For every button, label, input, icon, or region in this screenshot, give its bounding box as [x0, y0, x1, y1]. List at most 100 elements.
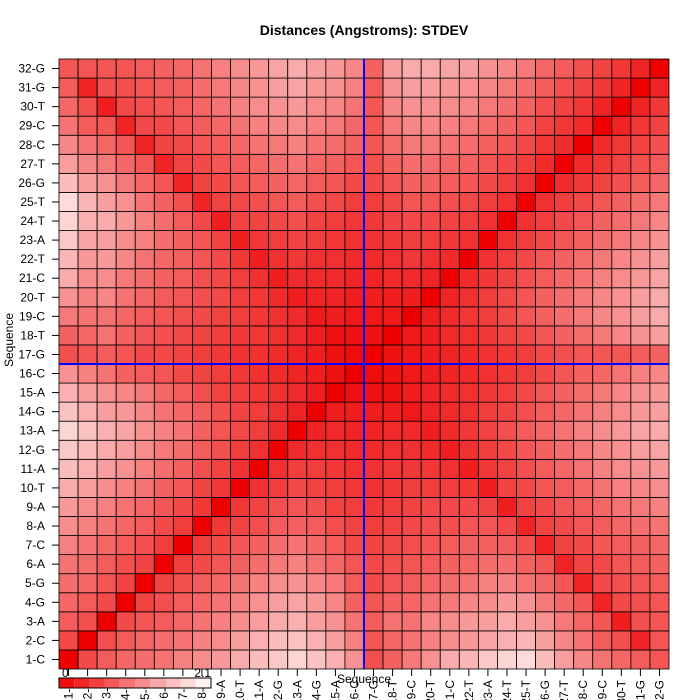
y-tick-label-12-G: 12-G: [18, 443, 45, 457]
heatmap-cell-4-G-21-C: [439, 592, 460, 613]
heatmap-cell-13-A-19-C: [401, 420, 422, 441]
heatmap-cell-22-T-9-A: [211, 249, 231, 270]
heatmap-cell-12-G-24-T: [497, 439, 517, 460]
heatmap-cell-1-C-20-T: [420, 649, 441, 670]
heatmap-cell-28-C-29-C: [592, 134, 613, 155]
heatmap-cell-32-G-24-T: [497, 58, 517, 79]
y-tick-label-17-G: 17-G: [18, 347, 45, 361]
heatmap-cell-28-C-8-A: [192, 134, 212, 155]
heatmap-cell-17-G-22-T: [458, 344, 479, 365]
heatmap-cell-10-T-24-T: [497, 477, 517, 498]
heatmap-cell-15-A-29-C: [592, 382, 613, 403]
heatmap-cell-7-C-26-G: [535, 535, 556, 556]
heatmap-cell-9-A-28-C: [573, 497, 594, 517]
heatmap-cell-14-G-26-G: [535, 401, 556, 422]
color-scale-step: [135, 678, 151, 688]
heatmap-cell-15-A-28-C: [573, 382, 594, 403]
heatmap-cell-31-G-7-C: [172, 77, 193, 98]
heatmap-cell-18-T-26-G: [535, 325, 556, 346]
heatmap-cell-2-C-21-C: [439, 630, 460, 651]
x-tick-label-32-G: 32-G: [652, 680, 666, 700]
y-tick-label-11-A: 11-A: [21, 462, 45, 476]
heatmap-cell-23-A-24-T: [497, 230, 517, 251]
heatmap-cell-18-T-5-G: [134, 325, 155, 346]
heatmap-cell-25-T-18-T: [382, 192, 403, 212]
heatmap-cell-5-G-25-T: [516, 573, 536, 594]
y-tick-label-19-C: 19-C: [19, 309, 45, 323]
heatmap-cell-9-A-3-A: [96, 497, 117, 517]
heatmap-cell-17-G-1-C: [58, 344, 79, 365]
heatmap-cell-20-T-19-C: [401, 287, 422, 308]
heatmap-cell-15-A-19-C: [401, 382, 422, 403]
x-tick-label-26-G: 26-G: [538, 680, 552, 700]
heatmap-cell-25-T-17-G: [363, 192, 384, 212]
heatmap-cell-15-A-1-C: [58, 382, 79, 403]
heatmap-cell-11-A-10-T: [230, 458, 251, 479]
color-scale-step: [89, 678, 105, 688]
heatmap-cell-20-T-9-A: [211, 287, 231, 308]
heatmap-cell-20-T-12-G: [268, 287, 289, 308]
heatmap-cell-24-T-8-A: [192, 211, 212, 231]
heatmap-cell-25-T-19-C: [401, 192, 422, 212]
heatmap-cell-11-A-2-C: [77, 458, 98, 479]
heatmap-cell-22-T-18-T: [382, 249, 403, 270]
heatmap-cell-11-A-11-A: [249, 458, 270, 479]
x-tick-label-25-T: 25-T: [519, 679, 533, 700]
heatmap-cell-5-G-18-T: [382, 573, 403, 594]
heatmap-cell-20-T-27-T: [554, 287, 575, 308]
heatmap-cell-7-C-17-G: [363, 535, 384, 556]
heatmap-cell-20-T-15-A: [325, 287, 346, 308]
heatmap-cell-27-T-3-A: [96, 153, 117, 174]
heatmap-cell-18-T-19-C: [401, 325, 422, 346]
heatmap-cell-6-A-4-G: [115, 554, 136, 575]
heatmap-cell-14-G-8-A: [192, 401, 212, 422]
heatmap-cell-11-A-15-A: [325, 458, 346, 479]
heatmap-cell-8-A-18-T: [382, 516, 403, 536]
heatmap-cell-2-C-4-G: [115, 630, 136, 651]
heatmap-cell-23-A-29-C: [592, 230, 613, 251]
heatmap-cell-5-G-6-A: [153, 573, 174, 594]
heatmap-cell-29-C-4-G: [115, 115, 136, 136]
heatmap-cell-21-C-18-T: [382, 268, 403, 289]
heatmap-cell-9-A-32-G: [649, 497, 670, 517]
heatmap-cell-32-G-17-G: [363, 58, 384, 79]
heatmap-cell-17-G-12-G: [268, 344, 289, 365]
heatmap-cell-25-T-8-A: [192, 192, 212, 212]
heatmap-cell-19-C-5-G: [134, 306, 155, 327]
heatmap-cell-15-A-16-C: [344, 382, 365, 403]
y-tick-label-20-T: 20-T: [20, 290, 45, 304]
heatmap-cell-2-C-5-G: [134, 630, 155, 651]
heatmap-cell-8-A-19-C: [401, 516, 422, 536]
heatmap-cell-14-G-11-A: [249, 401, 270, 422]
heatmap-cell-6-A-21-C: [439, 554, 460, 575]
heatmap-cell-2-C-26-G: [535, 630, 556, 651]
heatmap-cell-18-T-14-G: [306, 325, 327, 346]
heatmap-cell-1-C-23-A: [477, 649, 498, 670]
heatmap-cell-9-A-13-A: [287, 497, 308, 517]
heatmap-cell-20-T-6-A: [153, 287, 174, 308]
heatmap-cell-29-C-8-A: [192, 115, 212, 136]
heatmap-cell-13-A-26-G: [535, 420, 556, 441]
heatmap-cell-29-C-25-T: [516, 115, 536, 136]
heatmap-cell-11-A-5-G: [134, 458, 155, 479]
heatmap-cell-4-G-3-A: [96, 592, 117, 613]
heatmap-cell-9-A-11-A: [249, 497, 270, 517]
heatmap-cell-23-A-15-A: [325, 230, 346, 251]
heatmap-cell-3-A-6-A: [153, 611, 174, 632]
heatmap-cell-1-C-16-C: [344, 649, 365, 670]
heatmap-cell-22-T-21-C: [439, 249, 460, 270]
heatmap-cell-12-G-8-A: [192, 439, 212, 460]
heatmap-cell-2-C-25-T: [516, 630, 536, 651]
x-tick-label-27-T: 27-T: [557, 679, 571, 700]
heatmap-cell-11-A-20-T: [420, 458, 441, 479]
heatmap-cell-5-G-24-T: [497, 573, 517, 594]
heatmap-cell-12-G-28-C: [573, 439, 594, 460]
heatmap-cell-27-T-26-G: [535, 153, 556, 174]
heatmap-cell-31-G-4-G: [115, 77, 136, 98]
heatmap-cell-6-A-24-T: [497, 554, 517, 575]
heatmap-cell-28-C-23-A: [477, 134, 498, 155]
heatmap-cell-5-G-10-T: [230, 573, 251, 594]
heatmap-cell-1-C-10-T: [230, 649, 251, 670]
heatmap-cell-23-A-27-T: [554, 230, 575, 251]
heatmap-cell-15-A-14-G: [306, 382, 327, 403]
